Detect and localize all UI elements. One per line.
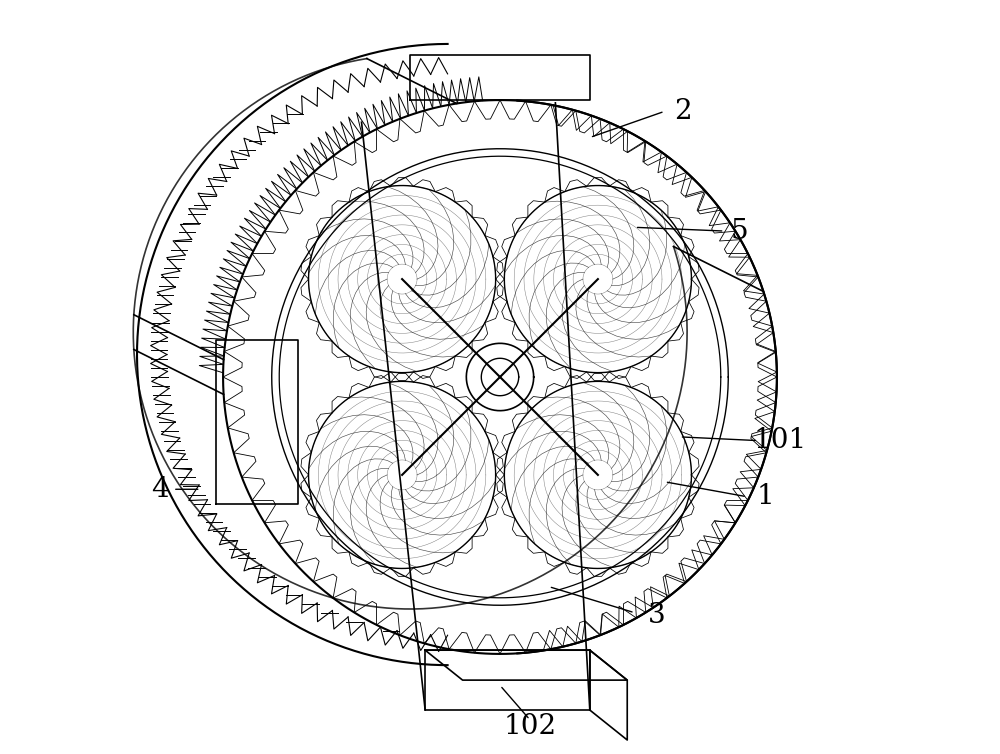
Text: 1: 1	[757, 483, 775, 510]
Text: 2: 2	[675, 98, 692, 125]
Text: 3: 3	[648, 602, 666, 629]
Text: 102: 102	[503, 713, 557, 740]
Text: 4: 4	[151, 476, 168, 503]
Text: 101: 101	[754, 427, 807, 454]
Text: 5: 5	[731, 218, 748, 244]
